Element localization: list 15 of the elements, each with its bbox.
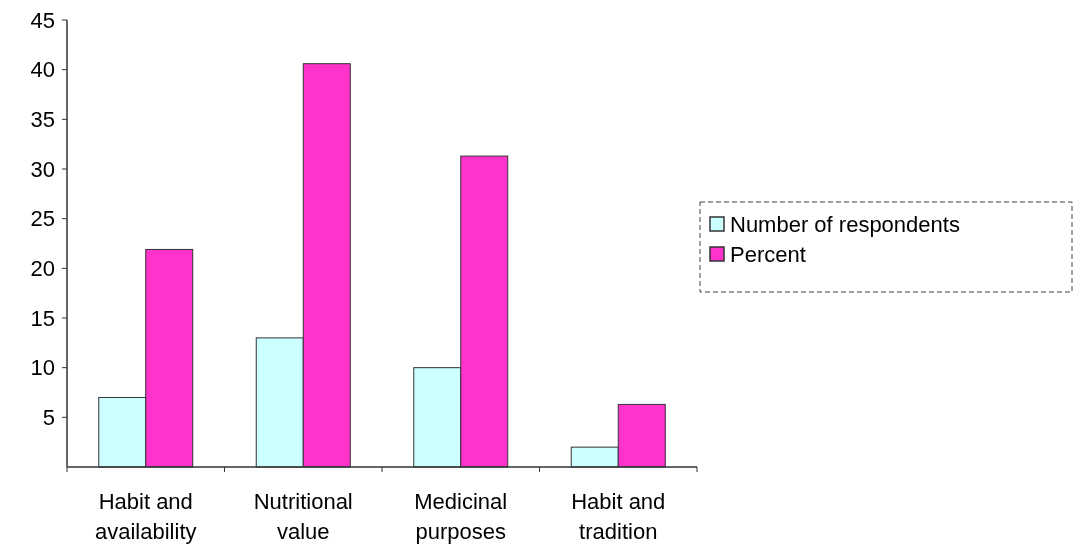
y-tick-label: 20 <box>30 256 55 282</box>
y-tick-label: 30 <box>30 156 55 182</box>
legend-label: Percent <box>730 241 806 267</box>
x-tick-label: Habit and tradition <box>571 489 666 544</box>
y-tick-label: 5 <box>42 405 55 431</box>
y-tick-label: 15 <box>30 305 55 331</box>
x-tick-label: Habit and availability <box>95 489 197 544</box>
x-tick-label: Nutritional value <box>253 489 353 544</box>
y-tick-label: 40 <box>30 57 55 83</box>
legend-label: Number of respondents <box>730 211 960 237</box>
y-tick-label: 25 <box>30 206 55 232</box>
x-tick-label: Medicinal purposes <box>414 489 508 544</box>
y-tick-label: 35 <box>30 107 55 133</box>
y-tick-label: 45 <box>30 7 55 33</box>
y-tick-label: 10 <box>30 355 55 381</box>
